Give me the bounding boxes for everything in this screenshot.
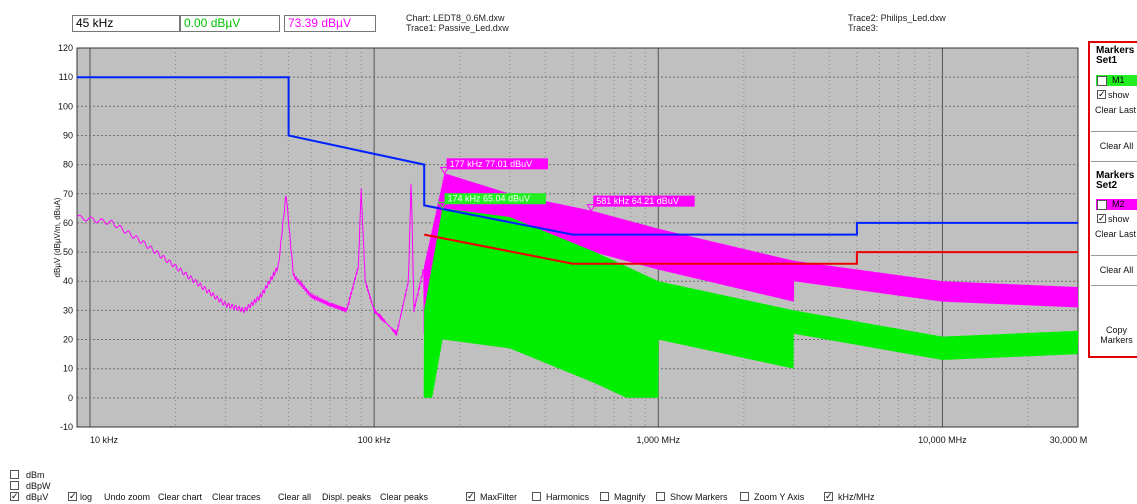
y-axis-label: dBµV (dBµV/m, dBuA): [53, 197, 62, 277]
marker-triangle: [437, 201, 448, 210]
series-limit-avg: [424, 233, 1078, 265]
log-checkbox[interactable]: ✓: [68, 491, 77, 501]
clear-chart-button[interactable]: Clear chart: [158, 492, 203, 502]
marker-m2-label: M2: [1112, 199, 1125, 209]
set2-show-label: show: [1108, 214, 1130, 224]
level-field-green[interactable]: 0.00 dBµV: [180, 15, 280, 32]
marker-label: 581 kHz 64.21 dBuV: [596, 196, 679, 206]
set1-clear-last-button[interactable]: Clear Last: [1094, 105, 1137, 115]
marker-label: 174 kHz 65.04 dBuV: [447, 194, 530, 204]
series-limit-qp: [77, 76, 1078, 236]
set1-show-label: show: [1108, 90, 1130, 100]
y-tick-label: 80: [63, 160, 73, 170]
level-magenta-value: 73.39 dBµV: [288, 16, 351, 30]
zoom-y-checkbox[interactable]: [740, 492, 749, 501]
marker-m1-checkbox[interactable]: [1097, 76, 1107, 86]
x-tick-label: 1,000 MHz: [637, 435, 681, 445]
show-markers-label: Show Markers: [670, 492, 728, 502]
y-tick-label: 70: [63, 189, 73, 199]
trace2-file-label: Trace2: Philips_Led.dxw: [848, 13, 946, 23]
marker-triangle: [586, 204, 597, 212]
zoom-y-label: Zoom Y Axis: [754, 492, 805, 502]
markers-set2-title: Markers Set2: [1096, 170, 1135, 191]
log-label: log: [80, 492, 93, 502]
y-tick-label: 120: [58, 43, 73, 53]
unit-dbm-checkbox[interactable]: [10, 470, 19, 479]
khz-mhz-checkbox[interactable]: ✓: [824, 491, 833, 501]
chart-svg[interactable]: -10 0 10 20 30 40 50 60 70 80 90 100 110 120 10 kHz 100…: [0, 40, 1088, 480]
clear-all-button[interactable]: Clear all: [278, 492, 312, 502]
set1-clear-all-button[interactable]: Clear All: [1099, 141, 1134, 151]
y-tick-label: 10: [63, 364, 73, 374]
khz-mhz-label: kHz/MHz: [838, 492, 875, 502]
maxfilter-label: MaxFilter: [480, 492, 518, 502]
undo-zoom-button[interactable]: Undo zoom: [104, 492, 151, 502]
marker-label-bg: [446, 158, 549, 170]
magnify-label: Magnify: [614, 492, 646, 502]
marker-m1-button[interactable]: M1: [1096, 75, 1137, 86]
y-tick-label: -10: [60, 422, 73, 432]
displ-peaks-button[interactable]: Displ. peaks: [322, 492, 372, 502]
unit-dbpw-label: dBpW: [26, 481, 51, 491]
trace1-file-label: Trace1: Passive_Led.dxw: [406, 23, 509, 33]
plot-frame: [76, 47, 1079, 428]
y-tick-label: 100: [58, 101, 73, 111]
y-tick-label: 50: [63, 247, 73, 257]
y-tick-label: 110: [59, 72, 73, 82]
x-tick-label: 30,000 MHz: [1050, 435, 1088, 445]
y-tick-label: 60: [63, 218, 73, 228]
y-tick-label: 40: [63, 276, 73, 286]
y-tick-label: 90: [63, 130, 73, 140]
markers-set1-title: Markers Set1: [1096, 45, 1135, 66]
unit-dbuv-checkbox[interactable]: ✓: [10, 491, 19, 501]
marker-m2-checkbox[interactable]: [1097, 200, 1107, 210]
harmonics-checkbox[interactable]: [532, 492, 541, 501]
set1-show-checkbox[interactable]: ✓: [1097, 89, 1106, 99]
unit-dbuv-label: dBµV: [26, 492, 49, 502]
x-tick-label: 100 kHz: [358, 435, 392, 445]
set2-clear-last-button[interactable]: Clear Last: [1094, 229, 1137, 239]
marker-label-bg: [444, 193, 546, 205]
maxfilter-checkbox[interactable]: ✓: [466, 491, 475, 501]
level-field-magenta[interactable]: 73.39 dBµV: [284, 15, 376, 32]
spectrum-chart[interactable]: -10 0 10 20 30 40 50 60 70 80 90 100 110 120 10 kHz 100…: [0, 40, 1088, 480]
magnify-checkbox[interactable]: [600, 492, 609, 501]
series-magenta-trace: [76, 173, 1079, 336]
show-markers-checkbox[interactable]: [656, 492, 665, 501]
marker-m2-button[interactable]: M2: [1096, 199, 1137, 210]
marker-label-bg: [593, 195, 695, 207]
set2-clear-all-button[interactable]: Clear All: [1099, 265, 1134, 275]
y-tick-label: 20: [63, 335, 73, 345]
markers-panel: Markers Set1 M1 ✓ show Clear Last Clear …: [1088, 41, 1137, 358]
y-tick-label: 0: [68, 393, 73, 403]
x-tick-label: 10,000 MHz: [918, 435, 967, 445]
series-green-trace: [423, 208, 1079, 398]
trace3-file-label: Trace3:: [848, 23, 879, 33]
copy-markers-button[interactable]: Copy Markers: [1100, 325, 1133, 345]
harmonics-label: Harmonics: [546, 492, 590, 502]
clear-peaks-button[interactable]: Clear peaks: [380, 492, 429, 502]
marker-m1-label: M1: [1112, 75, 1125, 85]
y-tick-label: 30: [63, 305, 73, 315]
unit-dbm-label: dBm: [26, 470, 45, 480]
marker-label: 177 kHz 77.01 dBuV: [450, 159, 533, 169]
level-green-value: 0.00 dBµV: [184, 16, 241, 30]
chart-file-label: Chart: LEDT8_0.6M.dxw: [406, 13, 505, 23]
set2-show-checkbox[interactable]: ✓: [1097, 213, 1106, 223]
frequency-field[interactable]: 45 kHz: [72, 15, 180, 32]
x-tick-label: 10 kHz: [90, 435, 119, 445]
clear-traces-button[interactable]: Clear traces: [212, 492, 261, 502]
marker-triangle: [439, 166, 450, 175]
unit-dbpw-checkbox[interactable]: [10, 481, 19, 490]
